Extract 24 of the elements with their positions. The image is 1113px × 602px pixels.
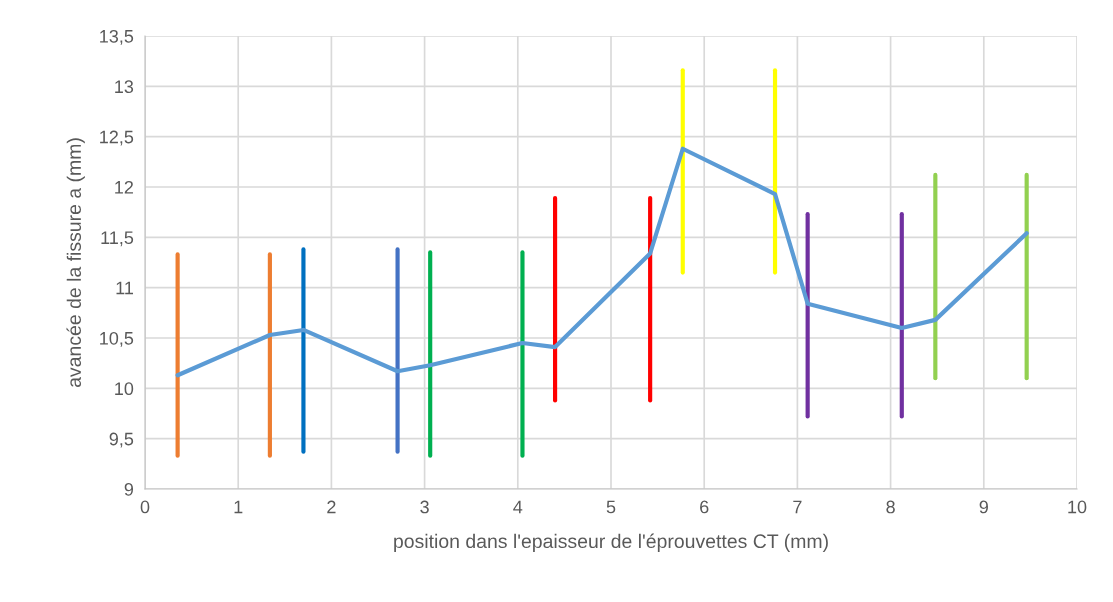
x-tick-label: 10 bbox=[1068, 500, 1087, 514]
y-tick-label: 10,5 bbox=[100, 331, 134, 347]
y-tick-label: 11,5 bbox=[101, 231, 134, 247]
y-tick-label: 9 bbox=[124, 482, 134, 496]
x-tick-label: 5 bbox=[606, 500, 616, 514]
x-tick-label: 7 bbox=[793, 500, 802, 514]
x-tick-label: 1 bbox=[234, 500, 243, 514]
y-tick-label: 11 bbox=[116, 281, 134, 295]
y-tick-label: 10 bbox=[115, 382, 134, 396]
x-tick-label: 2 bbox=[327, 500, 336, 514]
y-tick-label: 9,5 bbox=[109, 432, 134, 448]
y-axis-title: avancée de la fissure a (mm) bbox=[66, 138, 85, 388]
x-tick-label: 4 bbox=[513, 500, 523, 514]
y-tick-label: 12,5 bbox=[100, 130, 134, 146]
y-tick-label: 13,5 bbox=[100, 29, 134, 45]
x-tick-label: 3 bbox=[420, 500, 429, 514]
x-axis-title: position dans l'epaisseur de l'éprouvettes CT (mm) bbox=[394, 533, 828, 552]
x-tick-label: 9 bbox=[979, 500, 988, 514]
x-tick-label: 6 bbox=[700, 500, 709, 514]
x-tick-label: 8 bbox=[886, 500, 895, 514]
x-tick-label: 0 bbox=[140, 500, 150, 514]
line-series bbox=[175, 146, 1029, 378]
y-tick-label: 12 bbox=[115, 180, 133, 194]
y-tick-label: 13 bbox=[115, 80, 134, 94]
